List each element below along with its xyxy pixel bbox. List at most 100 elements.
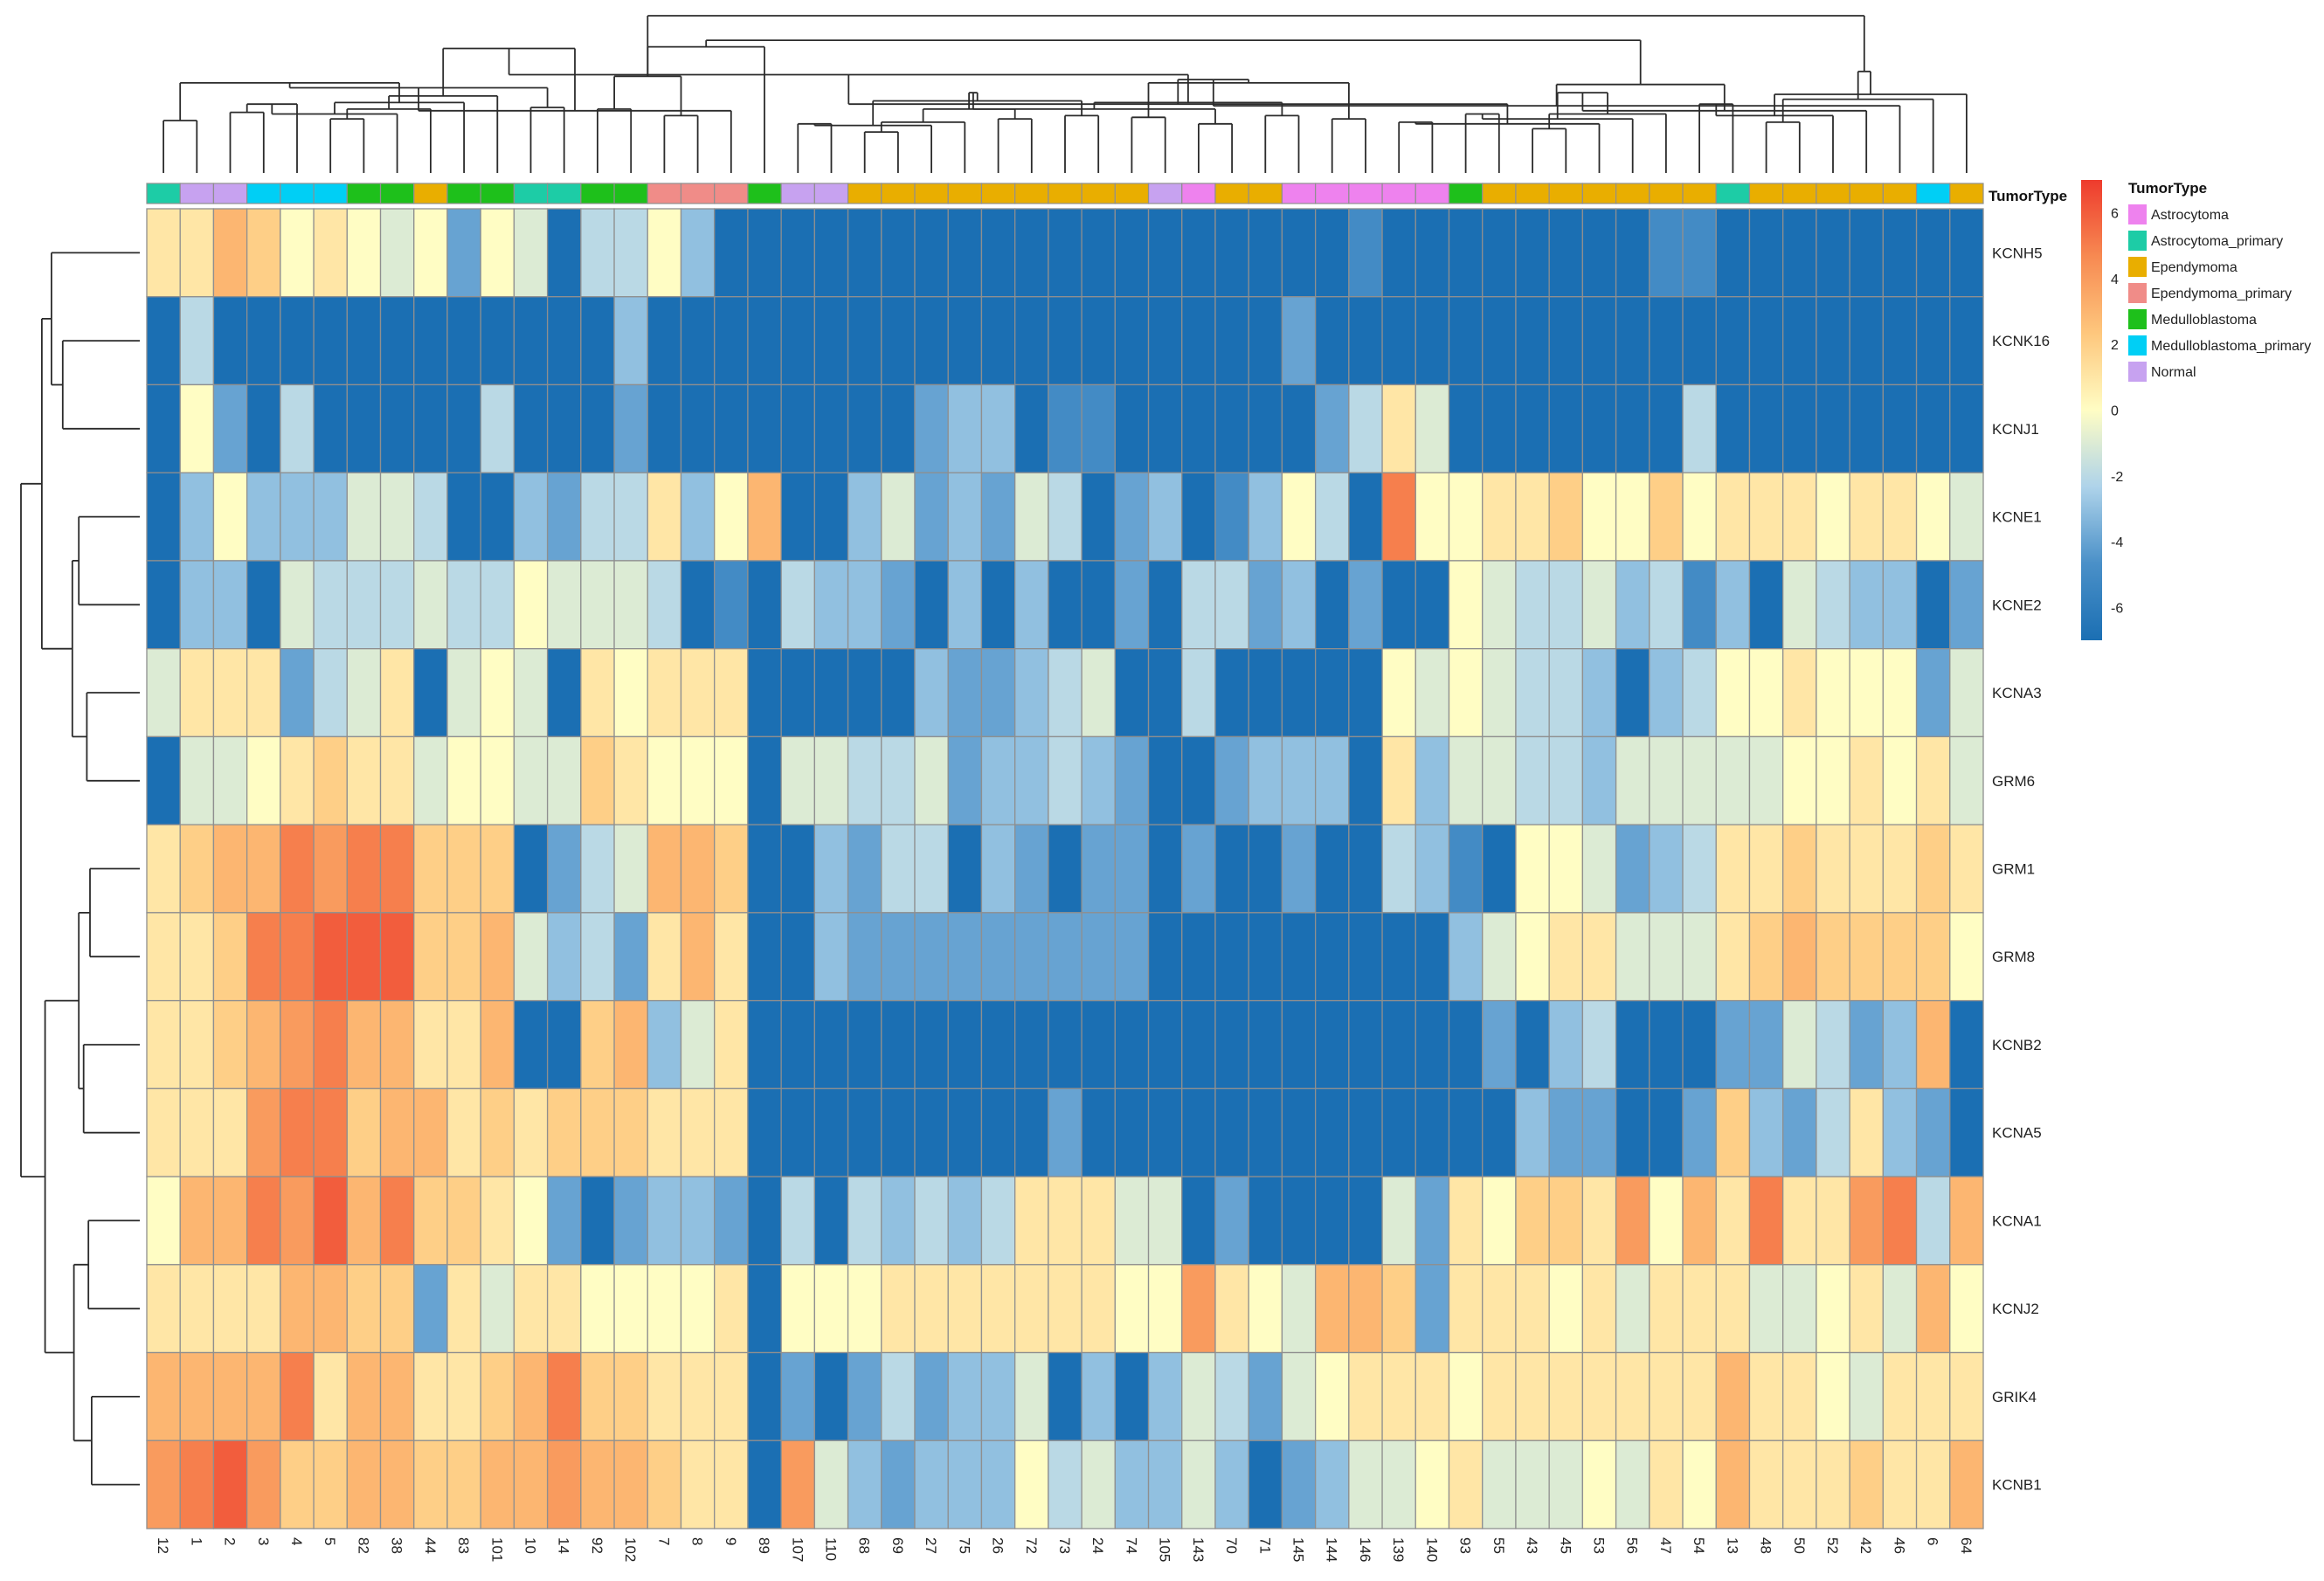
heatmap-cell [813,1439,849,1529]
heatmap-cell [580,735,615,825]
heatmap-cell [1014,999,1049,1089]
heatmap-cell [947,1087,983,1177]
gene-label: GRM6 [1992,773,2035,790]
heatmap-cell [847,472,882,562]
heatmap-cell [914,1176,949,1266]
heatmap-cell [1615,472,1650,562]
gene-label: KCNJ1 [1992,421,2039,438]
sample-label: 70 [1223,1537,1240,1554]
heatmap-cell [980,1264,1016,1354]
heatmap-cell [747,1439,782,1529]
sample-label: 8 [689,1537,706,1545]
legend-entry-label: Astrocytoma_primary [2151,234,2283,249]
heatmap-cell [813,912,849,1002]
heatmap-cell [714,912,749,1002]
heatmap-cell [1682,824,1717,914]
heatmap-cell [1882,472,1918,562]
heatmap-cell [1147,560,1183,650]
heatmap-cell [313,1087,348,1177]
annotation-cell [1915,183,1951,204]
heatmap-cell [980,296,1016,386]
heatmap-cell [1147,383,1183,473]
heatmap-cell [1581,296,1617,386]
heatmap-cell [914,560,949,650]
heatmap-cell [1448,472,1484,562]
heatmap-cell [1816,912,1850,1002]
heatmap-cell [1381,999,1416,1089]
heatmap-cell [1214,1439,1249,1529]
annotation-cell [1014,183,1049,204]
heatmap-cell [1915,648,1951,738]
heatmap-cell [1882,1264,1918,1354]
heatmap-cell [680,383,716,473]
gene-label: KCNB1 [1992,1477,2042,1494]
heatmap-cell [346,208,382,298]
heatmap-cell [480,824,515,914]
heatmap-cell [1114,1351,1150,1441]
sample-label: 45 [1557,1537,1574,1554]
heatmap-cell [1048,208,1082,298]
heatmap-cell [1515,912,1550,1002]
heatmap-cell [1448,1264,1484,1354]
heatmap-cell [1014,1087,1049,1177]
sample-label: 7 [655,1537,672,1545]
heatmap-cell [313,999,348,1089]
heatmap-cell [680,1176,716,1266]
heatmap-cell [1748,999,1784,1089]
heatmap-cell [647,824,682,914]
sample-label: 73 [1056,1537,1073,1554]
colorbar-legend: 6 4 2 0 -2 -4 -6 [2081,180,2123,640]
heatmap-cell [1048,824,1082,914]
heatmap-cell [146,999,181,1089]
heatmap-cell [446,208,481,298]
heatmap-cell [780,560,816,650]
heatmap-cell [780,472,816,562]
annotation-cell [480,183,515,204]
heatmap-cell [1548,472,1584,562]
heatmap-cell [313,1351,348,1441]
heatmap-cell [1782,912,1817,1002]
heatmap-cell [613,472,648,562]
gene-label: KCNJ2 [1992,1301,2039,1317]
heatmap-cell [914,1087,949,1177]
heatmap-cell [379,735,415,825]
column-dendrogram [163,15,1968,173]
sample-label: 144 [1324,1537,1340,1562]
heatmap-cell [1715,1439,1751,1529]
heatmap-cell [179,383,215,473]
gene-label: KCNK16 [1992,333,2050,349]
colorbar-tick-label: 0 [2111,404,2119,419]
heatmap-cell [1081,1439,1116,1529]
heatmap-cell [1314,912,1350,1002]
heatmap-cell [1348,1351,1383,1441]
heatmap-cell [680,472,716,562]
heatmap-cell [513,560,549,650]
heatmap-cell [212,208,248,298]
annotation-cell [313,183,348,204]
heatmap-cell [647,1351,682,1441]
heatmap-cell [1014,912,1049,1002]
heatmap-cell [747,1087,782,1177]
heatmap-cell [1715,560,1751,650]
heatmap-cell [1682,296,1717,386]
heatmap-cell [280,472,315,562]
heatmap-cell [580,648,615,738]
heatmap-cell [1748,560,1784,650]
heatmap-cell [1214,472,1249,562]
heatmap-cell [1915,824,1951,914]
heatmap-cell [914,999,949,1089]
heatmap-cell [1181,1439,1216,1529]
heatmap-cell [1348,1264,1383,1354]
heatmap-cell [780,735,816,825]
heatmap-cell [546,999,582,1089]
row-dendrogram [20,252,140,1486]
heatmap-cell [1882,824,1918,914]
heatmap-cell [714,648,749,738]
heatmap-cell [1748,735,1784,825]
heatmap-cell [546,648,582,738]
heatmap-cell [1381,1264,1416,1354]
heatmap-cell [813,1264,849,1354]
heatmap-cell [1314,208,1350,298]
heatmap-cell [780,383,816,473]
heatmap-cell [1748,1439,1784,1529]
